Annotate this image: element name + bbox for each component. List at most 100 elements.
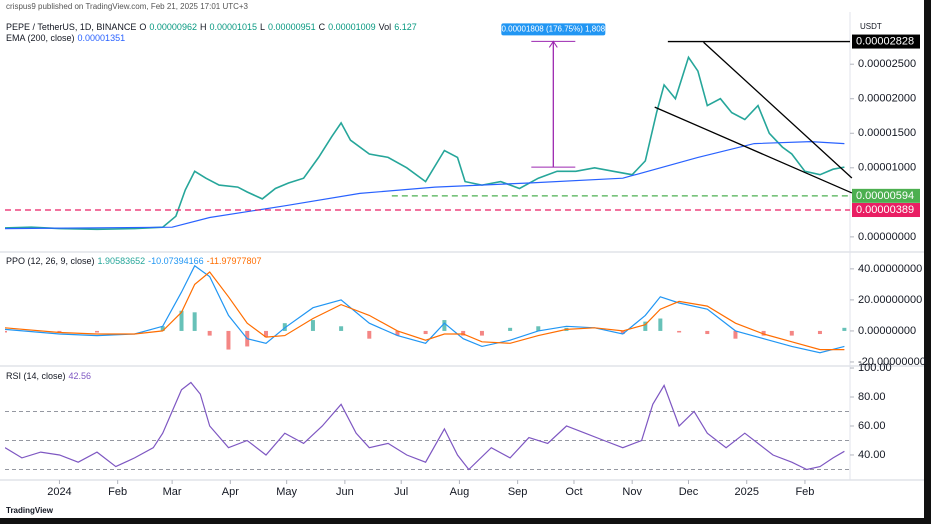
histogram-bar: [207, 330, 212, 336]
pane: [5, 55, 845, 231]
y-tick-label: -20.00000000: [858, 356, 926, 368]
histogram-bar: [264, 330, 269, 338]
y-tick-label: 0.00002000: [858, 93, 916, 105]
x-tick-label: Oct: [565, 486, 582, 498]
x-tick-label: Feb: [108, 486, 127, 498]
ohlc-value: 0.00000951: [268, 22, 316, 32]
y-tick-label: 40.00: [858, 449, 886, 461]
series-line: [5, 55, 845, 231]
level-label: 0.00000389: [856, 204, 914, 216]
y-tick-label: 0.00001000: [858, 162, 916, 174]
level-label-box: [852, 188, 920, 203]
x-tick-label: Mar: [163, 486, 182, 498]
indicator-value: 42.56: [68, 371, 92, 381]
x-tick-label: Feb: [795, 486, 814, 498]
series-line: [5, 264, 845, 354]
histogram-bar: [677, 330, 682, 333]
legend: EMA (200, close) 0.00001351: [6, 33, 128, 43]
histogram-bar: [479, 330, 484, 336]
level-label-box: [852, 203, 920, 218]
ohlc-value: 6.127: [394, 22, 417, 32]
ohlc-label: H: [199, 22, 207, 32]
ema-value: 0.00001351: [77, 33, 126, 43]
ohlc-label: Vol: [378, 22, 392, 32]
histogram-bar: [57, 330, 62, 333]
ohlc-value: 0.00001009: [328, 22, 376, 32]
currency: USDT: [860, 22, 882, 31]
ohlc-value: 0.00000962: [149, 22, 197, 32]
ohlc-label: C: [318, 22, 326, 32]
histogram-bar: [789, 330, 794, 336]
x-tick-label: Nov: [622, 486, 642, 498]
ohlc-label: O: [139, 22, 147, 32]
pane: [5, 381, 850, 471]
legend: RSI (14, close) 42.56: [6, 371, 94, 381]
histogram-bar: [817, 330, 822, 335]
series-line: [5, 140, 845, 230]
y-tick-label: 100.00: [858, 362, 892, 374]
measure-label: 0.00001808 (176.75%) 1,808: [501, 25, 605, 34]
legend: PEPE / TetherUS, 1D, BINANCE O 0.00000962 H…: [6, 22, 420, 32]
x-tick-label: Sep: [508, 486, 528, 498]
symbol: PEPE / TetherUS, 1D, BINANCE: [6, 22, 137, 32]
histogram-bar: [310, 320, 315, 331]
histogram-bar: [192, 312, 197, 331]
level-label: 0.00000594: [856, 190, 914, 202]
histogram-bar: [761, 330, 766, 336]
histogram-bar: [733, 330, 738, 339]
x-tick-label: Aug: [450, 486, 470, 498]
series-line: [5, 271, 845, 351]
ema-name: EMA (200, close): [6, 33, 75, 43]
publisher: crispus9 published on TradingView.com, F…: [6, 2, 248, 11]
histogram-bar: [179, 310, 184, 331]
y-tick-label: 0.00001500: [858, 127, 916, 139]
y-tick-label: 40.00000000: [858, 263, 922, 275]
x-tick-label: Dec: [679, 486, 699, 498]
histogram-bar: [536, 326, 541, 331]
x-tick-label: 2025: [734, 486, 758, 498]
level-label-box: [852, 34, 920, 49]
y-tick-label: 0.00002500: [858, 58, 916, 70]
logo: TradingView: [6, 506, 54, 515]
histogram-bar: [423, 330, 428, 335]
y-tick-label: 20.00000000: [858, 294, 922, 306]
series-line: [5, 381, 845, 471]
indicator-value: 1.90583652: [97, 256, 146, 266]
y-tick-label: 0.00000000: [858, 231, 916, 243]
histogram-bar: [339, 326, 344, 331]
indicator-value: -10.07394166: [148, 256, 204, 266]
x-tick-label: 2024: [47, 486, 71, 498]
histogram-bar: [95, 330, 100, 333]
histogram-bar: [5, 330, 7, 333]
histogram-bar: [620, 330, 625, 335]
histogram-bar: [160, 326, 165, 331]
legend: PPO (12, 26, 9, close) 1.90583652 -10.0739…: [6, 256, 265, 266]
histogram-bar: [395, 330, 400, 336]
x-tick-label: Jun: [336, 486, 354, 498]
histogram-bar: [461, 330, 466, 336]
indicator-value: -11.97977807: [206, 256, 262, 266]
level-label: 0.00002828: [856, 35, 914, 47]
indicator-name: RSI (14, close): [6, 371, 66, 381]
y-tick-label: 80.00: [858, 391, 886, 403]
indicator-name: PPO (12, 26, 9, close): [6, 256, 95, 266]
histogram-bar: [508, 327, 513, 331]
frame: [0, 518, 931, 524]
y-tick-label: 0.00000000: [858, 325, 916, 337]
y-tick-label: 60.00: [858, 420, 886, 432]
histogram-bar: [658, 318, 663, 331]
x-tick-label: Apr: [222, 486, 239, 498]
pane: [5, 264, 847, 354]
x-tick-label: May: [276, 486, 297, 498]
histogram-bar: [282, 323, 287, 331]
ohlc-label: L: [260, 22, 266, 32]
x-tick-label: Jul: [394, 486, 408, 498]
histogram-bar: [442, 320, 447, 331]
trendline: [703, 41, 853, 179]
histogram-bar: [842, 327, 847, 331]
histogram-bar: [226, 330, 231, 350]
measure-label-box: [501, 23, 606, 36]
